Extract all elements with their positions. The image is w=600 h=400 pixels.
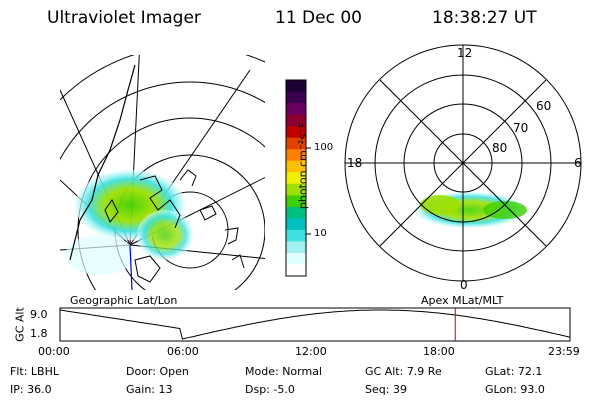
altitude-ylabel: GC Alt [13, 307, 27, 342]
info-flt: Flt: LBHL [10, 365, 59, 378]
mlt-label-0: 0 [460, 278, 468, 292]
mlat-label-60: 60 [536, 99, 552, 113]
colorbar-tick-100: 100 [314, 142, 334, 153]
colorbar-tick-10: 10 [314, 228, 327, 239]
colorbar-cell [286, 160, 306, 173]
time-tick-0000: 00:00 [38, 345, 70, 358]
time-tick-1200: 12:00 [295, 345, 327, 358]
time-tick-0600: 06:00 [167, 345, 199, 358]
colorbar-cell [286, 103, 306, 116]
mlat-label-80: 80 [492, 141, 508, 155]
info-door: Door: Open [126, 365, 189, 378]
time-tick-1800: 18:00 [423, 345, 455, 358]
info-glat: GLat: 72.1 [485, 365, 543, 378]
colorbar-cell [286, 126, 306, 139]
info-dsp: Dsp: -5.0 [245, 383, 295, 396]
colorbar-cell [286, 252, 306, 265]
colorbar-cell [286, 206, 306, 219]
colorbar-cell [286, 195, 306, 208]
colorbar-cell [286, 172, 306, 185]
colorbar-cell [286, 183, 306, 196]
left-panel-label: Geographic Lat/Lon [70, 294, 178, 307]
altitude-plot [59, 307, 571, 342]
colorbar-cell [286, 229, 306, 242]
colorbar-cell [286, 91, 306, 104]
info-mode: Mode: Normal [245, 365, 322, 378]
time-label: 18:38:27 UT [432, 8, 537, 28]
altitude-ytick-low: 1.8 [30, 327, 48, 340]
info-ip: IP: 36.0 [10, 383, 52, 396]
colorbar-cell [286, 80, 306, 93]
mlt-label-6: 6 [574, 156, 582, 170]
color-scale-bar [285, 79, 311, 277]
colorbar-cell [286, 137, 306, 150]
info-gc-alt: GC Alt: 7.9 Re [365, 365, 442, 378]
colorbar-cell [286, 241, 306, 254]
info-glon: GLon: 93.0 [485, 383, 545, 396]
mlt-label-18: 18 [347, 156, 363, 170]
date-label: 11 Dec 00 [275, 8, 362, 28]
mlat-label-70: 70 [513, 121, 529, 135]
colorbar-label: photon cm⁻²s⁻¹ [296, 123, 310, 210]
time-tick-2359: 23:59 [548, 345, 580, 358]
colorbar-cell [286, 149, 306, 162]
info-gain: Gain: 13 [126, 383, 173, 396]
colorbar-cell [286, 114, 306, 127]
mlt-label-12: 12 [457, 46, 473, 60]
altitude-ytick-high: 9.0 [30, 308, 48, 321]
geographic-map [60, 55, 265, 290]
instrument-title: Ultraviolet Imager [47, 8, 201, 28]
colorbar-cell [286, 218, 306, 231]
info-seq: Seq: 39 [365, 383, 407, 396]
polar-plot [344, 44, 582, 282]
colorbar-cell [286, 264, 306, 277]
right-panel-label: Apex MLat/MLT [421, 294, 504, 307]
